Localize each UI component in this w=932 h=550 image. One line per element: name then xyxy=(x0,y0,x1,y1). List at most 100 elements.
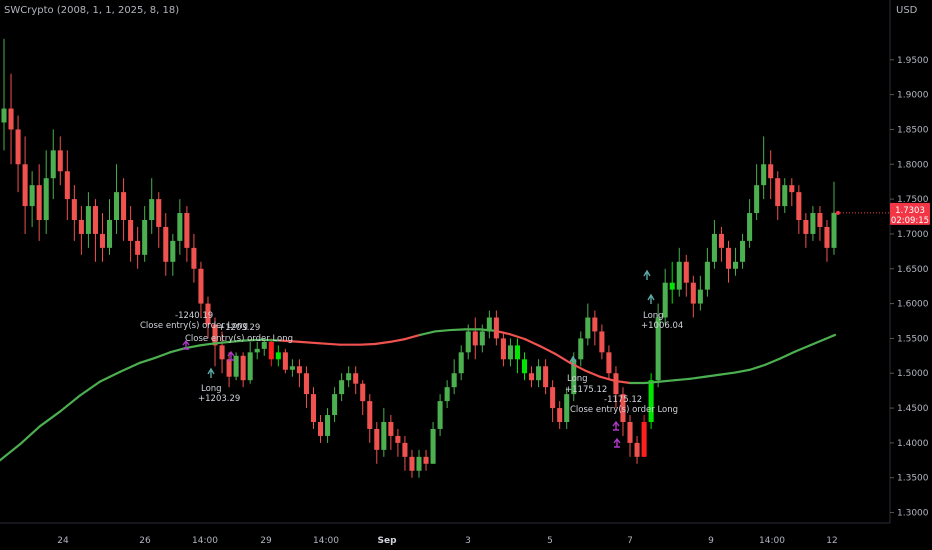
candle xyxy=(669,261,675,304)
ma-segment xyxy=(278,339,302,343)
exit-marker-icon xyxy=(612,420,620,431)
candle xyxy=(824,220,830,262)
candle xyxy=(64,150,70,220)
candle-body xyxy=(156,199,162,227)
entry-arrow-icon xyxy=(569,355,577,366)
ma-segment xyxy=(198,342,217,347)
candle-body xyxy=(592,317,598,332)
candle xyxy=(831,181,837,255)
candle xyxy=(128,206,134,262)
candle xyxy=(381,408,387,457)
candle-body xyxy=(296,366,302,374)
candle xyxy=(282,348,288,374)
candle-body xyxy=(430,428,436,464)
candle xyxy=(458,345,464,381)
candle-body xyxy=(247,352,253,381)
candle-body xyxy=(711,233,717,262)
marker-glyph xyxy=(612,420,620,431)
candle xyxy=(690,275,696,318)
candle xyxy=(275,345,281,367)
trade-label: Close entry(s) order Long xyxy=(570,405,678,415)
x-tick-label: 7 xyxy=(627,536,633,546)
candle-body xyxy=(78,220,84,234)
candle xyxy=(149,178,155,234)
candle-body xyxy=(585,317,591,339)
candle xyxy=(121,178,127,241)
trade-label: -1240.19 xyxy=(175,311,213,321)
trade-label: +1203.29 xyxy=(218,323,260,333)
currency-label: USD xyxy=(896,5,918,16)
candle xyxy=(36,164,42,241)
candle xyxy=(43,150,49,234)
candle-body xyxy=(655,317,661,381)
candle-body xyxy=(240,355,246,381)
candle xyxy=(683,254,689,297)
y-tick-label: 1.7000 xyxy=(897,230,929,240)
candle-body xyxy=(367,401,373,429)
candle-body xyxy=(465,331,471,353)
exit-marker-icon xyxy=(613,437,621,448)
candle-body xyxy=(451,373,457,388)
ma-segment xyxy=(298,340,322,345)
candle xyxy=(782,178,788,214)
candle-body xyxy=(803,220,809,234)
ma-segment xyxy=(78,380,102,397)
candle-body xyxy=(149,199,155,220)
candle-body xyxy=(332,394,338,416)
candle-body xyxy=(402,442,408,457)
ma-segment xyxy=(418,330,437,337)
candle xyxy=(521,352,528,381)
candle-body xyxy=(163,226,169,262)
candle-body xyxy=(740,240,746,262)
candle xyxy=(430,422,436,464)
candle xyxy=(50,129,56,200)
candle xyxy=(536,359,542,388)
candle xyxy=(205,296,211,339)
candle-body xyxy=(754,185,760,214)
x-tick-label: Sep xyxy=(377,536,397,546)
candle xyxy=(191,233,197,283)
candle xyxy=(557,401,563,429)
y-tick-label: 1.8000 xyxy=(897,160,929,170)
candle-body xyxy=(310,394,317,422)
candle-body xyxy=(388,422,394,436)
candle-body xyxy=(233,355,239,377)
candle xyxy=(78,206,84,255)
entry-arrow-icon xyxy=(647,293,655,304)
candle xyxy=(444,380,450,409)
candle-body xyxy=(669,282,675,290)
candle xyxy=(564,387,570,429)
candle-body xyxy=(690,282,696,304)
ma-segment xyxy=(318,342,342,346)
candle-body xyxy=(128,220,134,241)
candle xyxy=(219,331,225,374)
x-tick-label: 26 xyxy=(139,536,151,546)
candle xyxy=(620,387,626,436)
candle xyxy=(627,415,633,457)
trade-label: Close entry(s) order Long xyxy=(140,321,248,331)
candle xyxy=(416,449,422,478)
candle xyxy=(85,192,91,248)
ma-segment xyxy=(183,344,202,350)
trade-label: -1175.12 xyxy=(604,395,642,405)
x-tick-label: 5 xyxy=(547,536,553,546)
candle-body xyxy=(564,394,570,422)
candle xyxy=(8,73,14,165)
trade-label: Long xyxy=(643,311,664,321)
candle xyxy=(198,261,204,318)
candle xyxy=(606,345,612,381)
x-tick-label: 3 xyxy=(465,536,471,546)
candle xyxy=(15,115,21,193)
ma-segment xyxy=(118,361,142,373)
ma-segment xyxy=(583,369,602,378)
candle-body xyxy=(641,422,647,457)
y-tick-label: 1.7500 xyxy=(897,195,929,205)
entry-arrow-icon xyxy=(643,269,651,280)
last-price-value: 1.7303 xyxy=(895,206,925,216)
candle xyxy=(718,226,724,262)
candle xyxy=(374,422,380,464)
candle xyxy=(543,359,549,395)
candle xyxy=(332,387,338,422)
